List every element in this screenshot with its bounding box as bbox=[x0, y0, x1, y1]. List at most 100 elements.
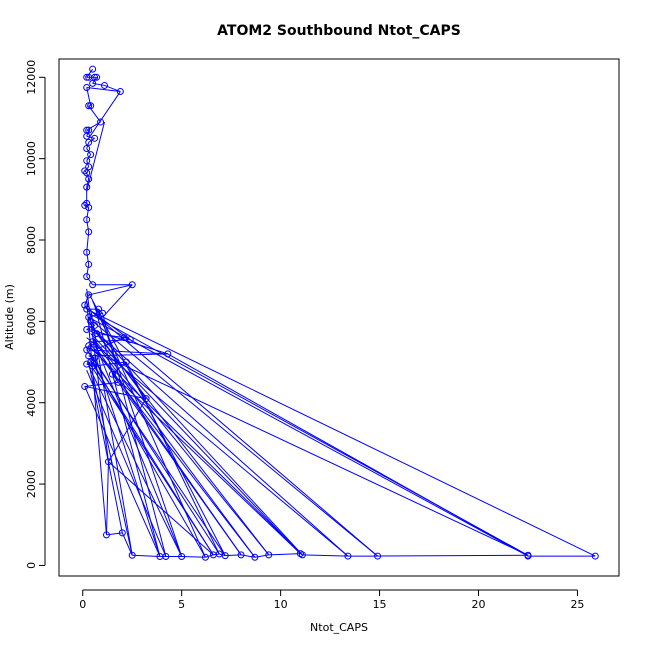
data-point bbox=[95, 305, 103, 313]
data-point bbox=[83, 216, 91, 224]
y-tick-label: 2000 bbox=[25, 470, 38, 498]
data-point bbox=[83, 346, 91, 354]
data-point bbox=[142, 395, 150, 403]
data-point bbox=[122, 358, 130, 366]
series-segment bbox=[102, 313, 167, 557]
series-segment bbox=[90, 353, 220, 555]
series-segment bbox=[205, 554, 214, 558]
data-point bbox=[99, 309, 107, 317]
series-segment bbox=[88, 284, 133, 296]
series-segment bbox=[86, 252, 90, 265]
data-point bbox=[83, 325, 91, 333]
series-segment bbox=[88, 341, 256, 558]
series-segment bbox=[92, 374, 133, 556]
x-tick-label: 5 bbox=[178, 598, 185, 611]
data-point bbox=[85, 203, 93, 211]
data-point bbox=[128, 551, 136, 559]
series-segment bbox=[268, 553, 301, 556]
series-segment bbox=[84, 386, 161, 557]
series-segment bbox=[84, 170, 88, 174]
series-segment bbox=[86, 264, 90, 277]
data-point bbox=[85, 163, 93, 171]
series-segment bbox=[88, 137, 95, 143]
series-segment bbox=[88, 361, 123, 533]
data-point bbox=[85, 291, 93, 299]
data-point bbox=[85, 228, 93, 236]
data-point bbox=[97, 118, 105, 126]
series-segment bbox=[88, 308, 378, 557]
data-point bbox=[116, 88, 124, 96]
data-point bbox=[178, 552, 186, 560]
series-segment bbox=[92, 337, 270, 556]
data-point bbox=[91, 73, 99, 81]
data-point bbox=[83, 132, 91, 140]
data-point bbox=[85, 313, 93, 321]
x-tick-label: 20 bbox=[472, 598, 486, 611]
y-tick-label: 10000 bbox=[25, 141, 38, 176]
series-segment bbox=[225, 554, 242, 557]
data-point bbox=[91, 354, 99, 362]
chart-title: ATOM2 Southbound Ntot_CAPS bbox=[217, 23, 461, 39]
series-segment bbox=[94, 304, 161, 557]
series-segment bbox=[86, 369, 167, 557]
data-point bbox=[102, 531, 110, 539]
data-point bbox=[93, 73, 101, 81]
y-tick-label: 0 bbox=[25, 562, 38, 569]
data-point bbox=[108, 370, 116, 378]
x-tick-label: 0 bbox=[79, 598, 86, 611]
series-segment bbox=[105, 461, 109, 535]
data-point bbox=[201, 553, 209, 561]
data-point bbox=[81, 167, 89, 175]
data-point bbox=[298, 551, 306, 559]
data-point bbox=[128, 281, 136, 289]
data-point bbox=[251, 553, 259, 561]
y-tick-label: 6000 bbox=[25, 307, 38, 335]
x-axis-label: Ntot_CAPS bbox=[310, 621, 368, 634]
data-point bbox=[83, 83, 91, 91]
data-point bbox=[83, 360, 91, 368]
data-point bbox=[85, 342, 93, 350]
series-segment bbox=[108, 461, 214, 556]
x-axis: 0 5 10 15 20 25 bbox=[79, 589, 584, 611]
series-segment bbox=[94, 341, 256, 558]
series-points bbox=[81, 65, 599, 561]
series-segment bbox=[121, 532, 133, 556]
data-point bbox=[83, 305, 91, 313]
data-point bbox=[89, 362, 97, 370]
data-point bbox=[91, 321, 99, 329]
data-point bbox=[83, 248, 91, 256]
series-segment bbox=[88, 91, 121, 139]
data-point bbox=[85, 126, 93, 134]
data-point bbox=[93, 330, 101, 338]
series-segment bbox=[90, 329, 168, 355]
data-point bbox=[524, 552, 532, 560]
data-point bbox=[81, 301, 89, 309]
data-point bbox=[120, 334, 128, 342]
data-point bbox=[83, 183, 91, 191]
data-point bbox=[83, 273, 91, 281]
series-segment bbox=[86, 148, 92, 155]
series-segment bbox=[84, 381, 119, 387]
data-point bbox=[83, 169, 91, 177]
series-segment bbox=[94, 353, 161, 557]
data-point bbox=[89, 281, 97, 289]
data-point bbox=[81, 201, 89, 209]
series-segment bbox=[377, 554, 528, 557]
x-tick-label: 10 bbox=[274, 598, 288, 611]
series-connections bbox=[84, 68, 596, 558]
data-point bbox=[164, 350, 172, 358]
data-point bbox=[344, 552, 352, 560]
y-axis-label: Altitude (m) bbox=[3, 284, 16, 350]
series-segment bbox=[84, 304, 88, 310]
series-segment bbox=[181, 555, 206, 558]
series-segment bbox=[90, 349, 529, 556]
series-segment bbox=[86, 345, 90, 351]
data-point bbox=[87, 102, 95, 110]
series-segment bbox=[86, 135, 95, 139]
data-point bbox=[101, 81, 109, 89]
series-segment bbox=[96, 333, 270, 556]
data-point bbox=[87, 358, 95, 366]
data-point bbox=[81, 382, 89, 390]
x-tick-label: 25 bbox=[570, 598, 584, 611]
